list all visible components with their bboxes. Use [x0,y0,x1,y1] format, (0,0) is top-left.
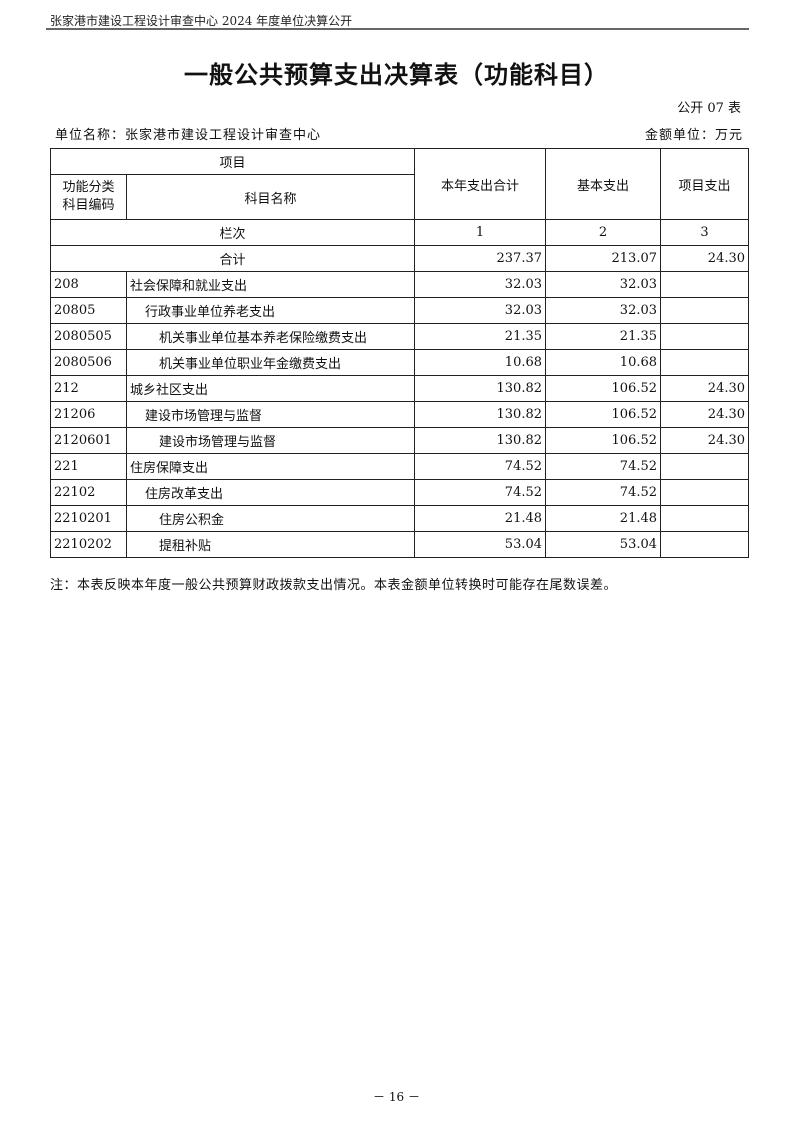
row-project [660,349,750,376]
header-rule [46,28,749,30]
row-project [660,479,750,506]
row-basic: 21.35 [545,323,662,350]
column-index-row: 栏次 1 2 3 [49,219,750,246]
row-total: 130.82 [414,427,547,454]
table-row: 22102 住房改革支出 74.52 74.52 [50,479,750,506]
running-head: 张家港市建设工程设计审查中心 2024 年度单位决算公开 [50,14,353,28]
table-note: 注：本表反映本年度一般公共预算财政拨款支出情况。本表金额单位转换时可能存在尾数误… [50,578,618,593]
row-total: 74.52 [414,453,547,480]
row-total: 32.03 [414,297,547,324]
row-basic: 32.03 [545,271,662,298]
row-basic: 53.04 [545,531,662,558]
header-project-exp: 项目支出 [660,148,750,220]
row-basic: 21.48 [545,505,662,532]
row-code: 2210202 [50,531,127,558]
row-total: 74.52 [414,479,547,506]
row-code: 20805 [50,297,127,324]
row-total: 53.04 [414,531,547,558]
table-row: 221 住房保障支出 74.52 74.52 [50,453,750,480]
row-name: 建设市场管理与监督 [125,401,416,428]
row-code: 2120601 [50,427,127,454]
header-name: 科目名称 [125,174,416,220]
row-project: 24.30 [660,375,750,402]
row-code: 2210201 [50,505,127,532]
row-name: 住房改革支出 [125,479,416,506]
row-name: 城乡社区支出 [125,375,416,402]
row-project [660,323,750,350]
row-code: 208 [50,271,127,298]
row-name: 住房保障支出 [125,453,416,480]
row-basic: 74.52 [545,479,662,506]
row-project: 24.30 [660,427,750,454]
row-code: 2080506 [50,349,127,376]
table-row: 208 社会保障和就业支出 32.03 32.03 [50,271,750,298]
table-number: 公开 07 表 [677,101,741,116]
column-index-label: 栏次 [49,219,416,246]
row-basic: 106.52 [545,375,662,402]
row-project: 24.30 [660,401,750,428]
table-row: 21206 建设市场管理与监督 130.82 106.52 24.30 [50,401,750,428]
row-total: 130.82 [414,375,547,402]
row-basic: 106.52 [545,427,662,454]
row-code: 21206 [50,401,127,428]
row-total: 21.35 [414,323,547,350]
row-code: 212 [50,375,127,402]
page-title: 一般公共预算支出决算表（功能科目） [184,61,609,89]
row-total: 10.68 [414,349,547,376]
row-project [660,531,750,558]
expenditure-table: 项目 本年支出合计 基本支出 项目支出 功能分类科目编码 科目名称 栏次 1 2… [49,148,750,558]
row-basic: 74.52 [545,453,662,480]
column-index-3: 3 [660,219,750,246]
table-row: 2080506 机关事业单位职业年金缴费支出 10.68 10.68 [50,349,750,376]
row-name: 机关事业单位基本养老保险缴费支出 [125,323,416,350]
table-row: 212 城乡社区支出 130.82 106.52 24.30 [50,375,750,402]
total-basic: 213.07 [545,245,662,272]
total-label: 合计 [49,245,416,272]
header-total: 本年支出合计 [414,148,547,220]
row-total: 21.48 [414,505,547,532]
header-basic: 基本支出 [545,148,662,220]
row-project [660,271,750,298]
table-row: 2210201 住房公积金 21.48 21.48 [50,505,750,532]
row-code: 221 [50,453,127,480]
header-row-1: 项目 本年支出合计 基本支出 项目支出 [49,148,750,220]
column-index-1: 1 [414,219,547,246]
row-name: 建设市场管理与监督 [125,427,416,454]
row-name: 社会保障和就业支出 [125,271,416,298]
row-project [660,453,750,480]
row-project [660,505,750,532]
row-code: 22102 [50,479,127,506]
row-name: 提租补贴 [125,531,416,558]
table-row: 2210202 提租补贴 53.04 53.04 [50,531,750,558]
table-row: 2120601 建设市场管理与监督 130.82 106.52 24.30 [50,427,750,454]
table-row: 20805 行政事业单位养老支出 32.03 32.03 [50,297,750,324]
row-name: 行政事业单位养老支出 [125,297,416,324]
row-project [660,297,750,324]
column-index-2: 2 [545,219,662,246]
row-basic: 10.68 [545,349,662,376]
row-name: 住房公积金 [125,505,416,532]
total-value: 237.37 [414,245,547,272]
table-row: 2080505 机关事业单位基本养老保险缴费支出 21.35 21.35 [50,323,750,350]
row-basic: 32.03 [545,297,662,324]
row-basic: 106.52 [545,401,662,428]
unit-name: 单位名称：张家港市建设工程设计审查中心 [55,128,322,143]
header-row-2: 功能分类科目编码 科目名称 [50,174,749,220]
amount-unit: 金额单位：万元 [644,128,743,143]
row-total: 32.03 [414,271,547,298]
page-number: － 16 － [373,1090,420,1104]
row-total: 130.82 [414,401,547,428]
header-code: 功能分类科目编码 [50,174,127,220]
total-project: 24.30 [660,245,750,272]
total-row: 合计 237.37 213.07 24.30 [49,245,750,272]
row-name: 机关事业单位职业年金缴费支出 [125,349,416,376]
header-project: 项目 [49,148,416,175]
row-code: 2080505 [50,323,127,350]
